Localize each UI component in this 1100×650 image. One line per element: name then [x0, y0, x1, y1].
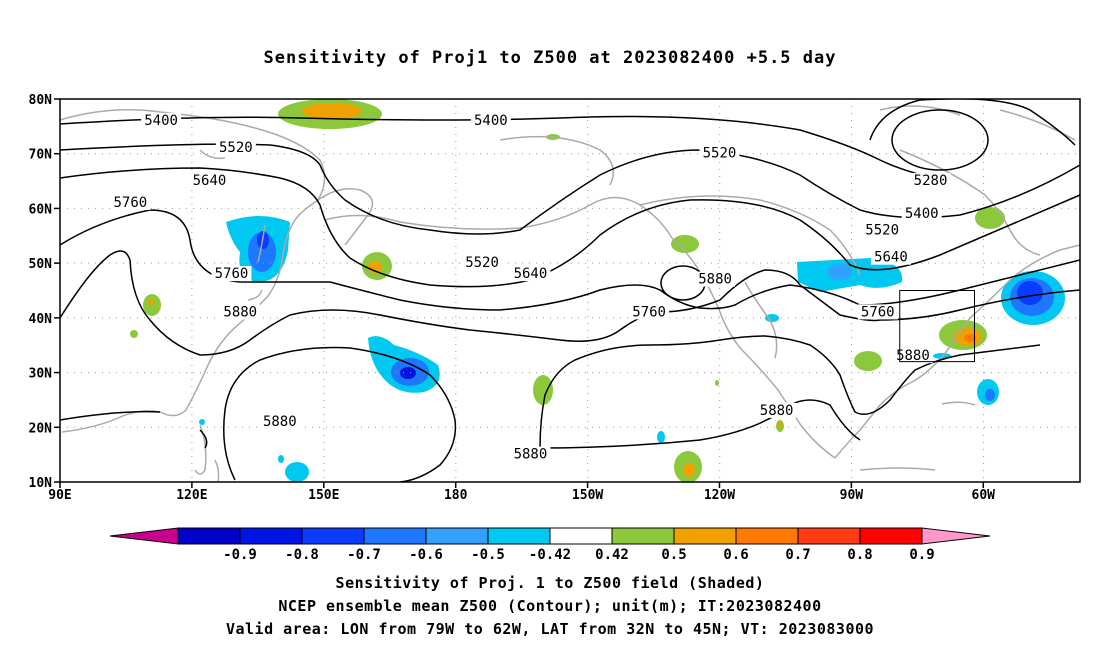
contour-label: 5640 [193, 173, 227, 189]
contour-label-bg [870, 249, 911, 265]
lon-label: 90E [48, 488, 71, 503]
colorbar-tick-label: 0.5 [661, 547, 686, 563]
contour-label-bg [901, 205, 942, 221]
colorbar-tick-label: 0.42 [595, 547, 629, 563]
contour-label: 5640 [874, 250, 908, 266]
lat-label: 10N [29, 476, 53, 491]
contour-label-bg [110, 194, 151, 210]
contour-label: 5400 [474, 113, 508, 129]
colorbar-tick-label: 0.6 [723, 547, 748, 563]
contour-label-bg [510, 266, 551, 282]
colorbar-swatch [487, 527, 551, 545]
colorbar-swatch [239, 527, 303, 545]
contour-label-bg [910, 173, 951, 189]
contour-label-bg [699, 145, 740, 161]
lat-label: 70N [29, 148, 53, 163]
lat-label: 80N [29, 93, 53, 108]
lon-label: 180 [444, 488, 468, 503]
colorbar-tick-label: -0.8 [285, 547, 319, 563]
colorbar: -0.9 -0.8 -0.7 -0.6 -0.5 -0.42 0.42 0.5 0.6 0.7 0.… [109, 527, 991, 563]
colorbar-tick-label: -0.5 [471, 547, 505, 563]
colorbar-tick-label: -0.9 [223, 547, 257, 563]
contour-label: 5400 [144, 113, 178, 129]
colorbar-swatch [425, 527, 489, 545]
contour-label-bg [211, 266, 252, 282]
contour-label-bg [470, 112, 511, 128]
lat-label: 20N [29, 421, 53, 436]
contour-label: 5760 [215, 266, 249, 282]
contour-labels: 5400 5400 5520 5520 5640 5760 5280 5400 5520 5640… [110, 112, 951, 463]
contour-label: 5760 [632, 304, 666, 320]
contour-label-bg [695, 271, 736, 287]
map-title: Sensitivity of Proj1 to Z500 at 20230824… [263, 48, 837, 68]
map-frame [59, 98, 1081, 483]
contour-label: 5880 [896, 348, 930, 364]
colorbar-arrow-low [109, 527, 179, 545]
lat-lon-grid [60, 99, 1080, 482]
colorbar-swatch [859, 527, 923, 545]
contour-label: 5880 [263, 414, 297, 430]
colorbar-tick-label: -0.42 [529, 547, 571, 563]
lat-label: 60N [29, 202, 53, 217]
contour-label-bg [220, 304, 261, 320]
lon-label: 120E [176, 488, 207, 503]
sensitivity-shading [130, 99, 1065, 482]
contour-label: 5520 [219, 140, 253, 156]
caption-line-3: Valid area: LON from 79W to 62W, LAT fro… [225, 620, 875, 638]
longitude-axis: 90E 120E 150E 180 150W 120W 90W 60W [48, 482, 995, 503]
colorbar-swatch [735, 527, 799, 545]
lon-label: 150W [572, 488, 603, 503]
contour-label-bg [892, 348, 933, 364]
contour-label: 5640 [514, 266, 548, 282]
coastlines [60, 105, 1080, 482]
colorbar-swatch [177, 527, 241, 545]
contour-label: 5880 [514, 447, 548, 463]
contour-label-bg [756, 402, 797, 418]
contour-label-bg [629, 304, 670, 320]
colorbar-swatch [797, 527, 861, 545]
colorbar-arrow-high [921, 527, 991, 545]
lat-label: 50N [29, 257, 53, 272]
colorbar-tick-label: -0.6 [409, 547, 443, 563]
colorbar-swatch [611, 527, 675, 545]
lon-label: 90W [840, 488, 864, 503]
colorbar-tick-label: 0.8 [847, 547, 872, 563]
contour-label: 5760 [861, 304, 895, 320]
contour-label: 5520 [865, 222, 899, 238]
caption-line-1: Sensitivity of Proj. 1 to Z500 field (Sh… [335, 574, 765, 592]
colorbar-swatch [673, 527, 737, 545]
caption-line-2: NCEP ensemble mean Z500 (Contour); unit(… [278, 597, 822, 615]
contour-label: 5880 [760, 403, 794, 419]
lon-label: 120W [704, 488, 735, 503]
lat-label: 30N [29, 367, 53, 382]
valid-area-box [899, 290, 975, 363]
contour-label-bg [259, 413, 300, 429]
lat-label: 40N [29, 312, 53, 327]
lon-label: 150E [308, 488, 339, 503]
contour-label-bg [862, 222, 903, 238]
contour-label-bg [462, 255, 503, 271]
colorbar-tick-label: 0.9 [909, 547, 934, 563]
contour-label-bg [141, 112, 182, 128]
contour-label-bg [510, 446, 551, 462]
contour-label: 5880 [698, 272, 732, 288]
latitude-axis: 80N 70N 60N 50N 40N 30N 20N 10N [29, 93, 60, 491]
colorbar-tick-label: 0.7 [785, 547, 810, 563]
colorbar-swatch [301, 527, 365, 545]
contour-label: 5760 [113, 195, 147, 211]
contour-label: 5520 [465, 255, 499, 271]
contour-label: 5880 [223, 304, 257, 320]
contour-label: 5400 [905, 206, 939, 222]
colorbar-tick-label: -0.7 [347, 547, 381, 563]
contour-label-bg [215, 140, 256, 156]
contour-label: 5280 [914, 173, 948, 189]
contour-label: 5520 [703, 146, 737, 162]
colorbar-swatch [363, 527, 427, 545]
contour-label-bg [189, 173, 230, 189]
contour-label-bg [857, 304, 898, 320]
lon-label: 60W [972, 488, 996, 503]
colorbar-swatch [549, 527, 613, 545]
